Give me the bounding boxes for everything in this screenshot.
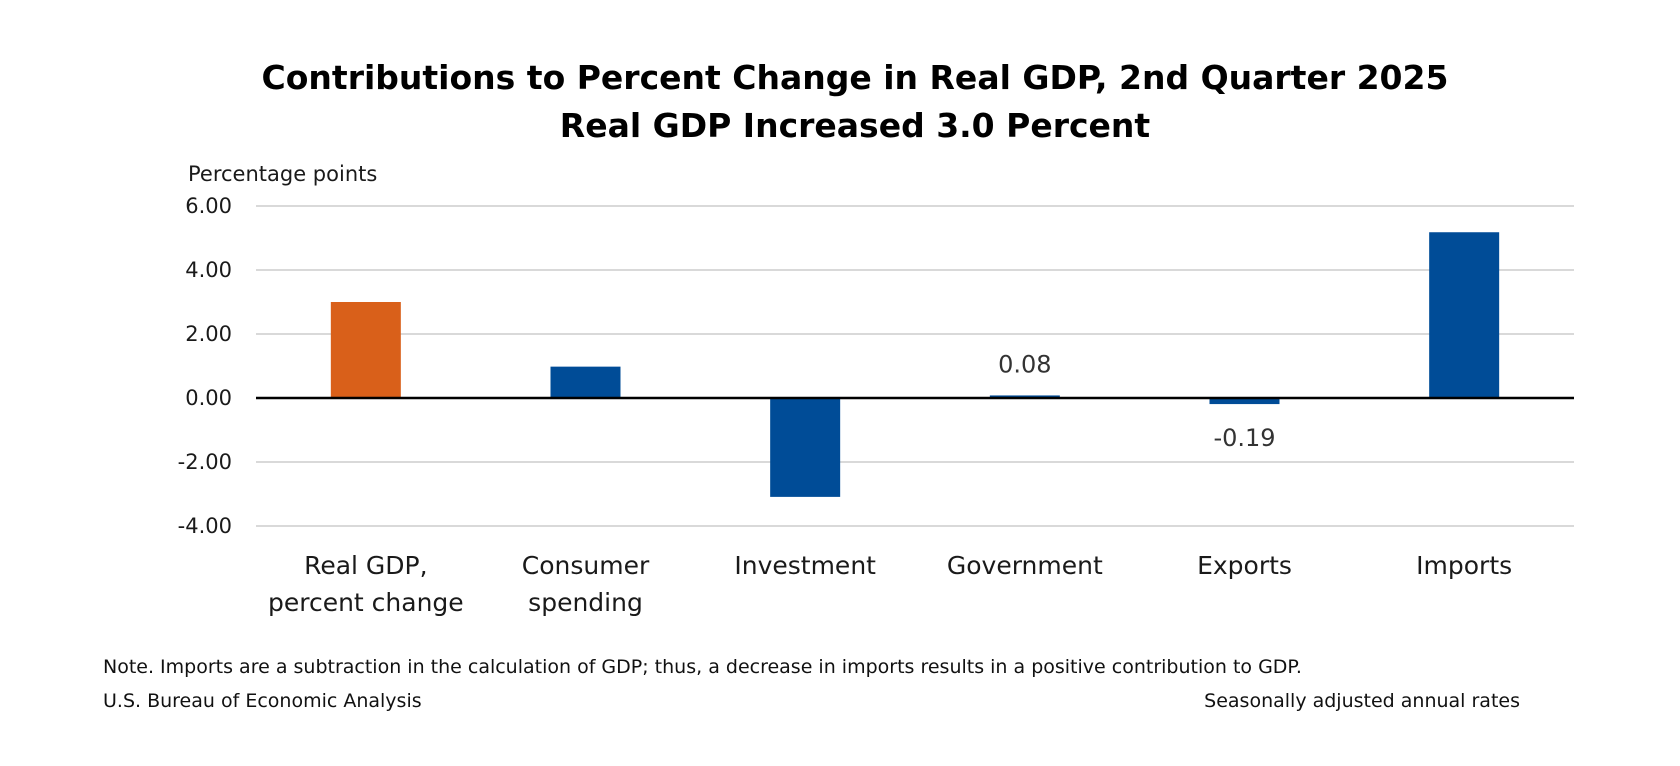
y-tick-label: 6.00 <box>185 194 232 218</box>
x-tick-label: spending <box>528 588 643 617</box>
x-tick-label: Investment <box>734 551 876 580</box>
y-tick-label: 2.00 <box>185 322 232 346</box>
bar-4 <box>1209 398 1280 405</box>
x-tick-label: Exports <box>1197 551 1292 580</box>
x-tick-label: Government <box>947 551 1103 580</box>
bar-2 <box>770 398 841 497</box>
rates-note: Seasonally adjusted annual rates <box>1204 690 1520 712</box>
bar-0 <box>330 302 401 398</box>
x-tick-label: percent change <box>268 588 464 617</box>
bar-5 <box>1429 232 1500 398</box>
x-tick-label: Imports <box>1416 551 1512 580</box>
bar-3 <box>989 395 1060 398</box>
x-tick-label: Consumer <box>522 551 650 580</box>
footnote: Note. Imports are a subtraction in the c… <box>103 656 1302 678</box>
x-tick-label: Real GDP, <box>304 551 428 580</box>
data-label: 0.08 <box>998 350 1051 378</box>
y-tick-label: -2.00 <box>178 450 232 474</box>
bar-chart: 6.00 4.00 2.00 0.00 -2.00 -4.00 Real GDP, perce… <box>178 194 1574 617</box>
chart-title: Contributions to Percent Change in Real … <box>261 58 1449 97</box>
data-label: -0.19 <box>1213 424 1275 452</box>
source-credit: U.S. Bureau of Economic Analysis <box>103 690 422 712</box>
chart-subtitle: Real GDP Increased 3.0 Percent <box>559 106 1151 145</box>
y-tick-label: -4.00 <box>178 514 232 538</box>
y-axis-label: Percentage points <box>188 162 378 186</box>
y-tick-label: 4.00 <box>185 258 232 282</box>
bar-1 <box>550 366 621 398</box>
y-tick-label: 0.00 <box>185 386 232 410</box>
